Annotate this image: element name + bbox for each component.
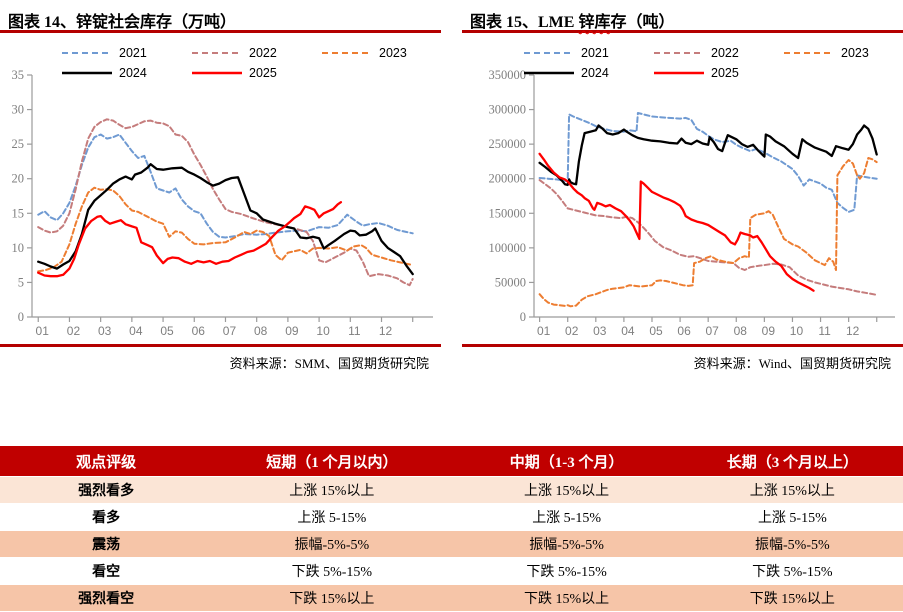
svg-text:02: 02 <box>565 324 579 338</box>
svg-text:07: 07 <box>223 324 237 338</box>
svg-text:10: 10 <box>790 324 804 338</box>
row-cell: 上涨 15%以上 <box>212 477 452 503</box>
svg-text:09: 09 <box>762 324 776 338</box>
svg-text:05: 05 <box>160 324 174 338</box>
svg-text:04: 04 <box>621 324 635 338</box>
svg-text:2025: 2025 <box>711 66 739 80</box>
svg-text:09: 09 <box>285 324 299 338</box>
red-rule-top <box>462 30 903 33</box>
red-rule-bottom <box>462 344 903 347</box>
svg-text:08: 08 <box>734 324 748 338</box>
row-label: 看多 <box>0 504 213 530</box>
svg-text:03: 03 <box>98 324 112 338</box>
svg-text:04: 04 <box>129 324 143 338</box>
header-mid-term: 中期（1-3 个月） <box>451 446 682 476</box>
svg-text:01: 01 <box>36 324 50 338</box>
svg-text:12: 12 <box>846 324 860 338</box>
row-cell: 下跌 15%以上 <box>451 585 682 611</box>
row-cell: 振幅-5%-5% <box>212 531 452 557</box>
figure-14-source: 资料来源：SMM、国贸期货研究院 <box>229 356 429 371</box>
figure-15-title-pre: 图表 15、LME <box>470 14 579 31</box>
svg-text:30: 30 <box>12 103 25 117</box>
lme-inventory-chart: 0 50000 100000 150000 200000 250000 300000 3500… <box>489 46 895 338</box>
row-cell: 上涨 15%以上 <box>451 477 682 503</box>
red-rule-top <box>0 30 441 33</box>
svg-text:08: 08 <box>254 324 268 338</box>
figures-row: 图表 14、锌锭社会库存（万吨） 0 5 10 15 20 25 30 35 01 02 03 04 0… <box>0 0 903 375</box>
rating-table: 观点评级 短期（1 个月以内） 中期（1-3 个月） 长期（3 个月以上） 强烈… <box>0 446 903 612</box>
svg-text:250000: 250000 <box>489 137 527 151</box>
svg-text:11: 11 <box>818 324 831 338</box>
figure-15-title: 图表 15、LME 锌库存（吨） <box>462 0 903 31</box>
row-cell: 上涨 5-15% <box>681 504 903 530</box>
svg-text:2023: 2023 <box>379 46 407 60</box>
row-label: 看空 <box>0 558 213 584</box>
svg-text:200000: 200000 <box>489 172 527 186</box>
header-short-term: 短期（1 个月以内） <box>212 446 452 476</box>
row-cell: 振幅-5%-5% <box>681 531 903 557</box>
table-row: 强烈看空 下跌 15%以上 下跌 15%以上 下跌 15%以上 <box>0 585 903 612</box>
svg-text:35: 35 <box>12 68 25 82</box>
row-cell: 上涨 15%以上 <box>681 477 903 503</box>
svg-text:2023: 2023 <box>841 46 869 60</box>
svg-text:2022: 2022 <box>711 46 739 60</box>
table-row: 看空 下跌 5%-15% 下跌 5%-15% 下跌 5%-15% <box>0 558 903 585</box>
svg-text:15: 15 <box>12 206 25 220</box>
figure-15-title-post: 存（吨） <box>610 14 675 31</box>
red-rule-bottom <box>0 344 441 347</box>
row-cell: 振幅-5%-5% <box>451 531 682 557</box>
figure-14-title: 图表 14、锌锭社会库存（万吨） <box>0 0 441 31</box>
row-label: 震荡 <box>0 531 213 557</box>
svg-text:12: 12 <box>379 324 393 338</box>
header-rating: 观点评级 <box>0 446 213 476</box>
svg-text:2021: 2021 <box>581 46 609 60</box>
svg-text:0: 0 <box>18 310 24 324</box>
svg-text:07: 07 <box>705 324 719 338</box>
row-label: 强烈看多 <box>0 477 213 503</box>
figure-15-lme-inventory: 图表 15、LME 锌库存（吨） 0 50000 100000 150000 20000… <box>462 0 903 375</box>
figure-15-title-wavy: 锌库 <box>578 14 611 31</box>
svg-text:05: 05 <box>649 324 663 338</box>
svg-text:2021: 2021 <box>119 46 147 60</box>
svg-text:2022: 2022 <box>249 46 277 60</box>
row-cell: 下跌 5%-15% <box>681 558 903 584</box>
svg-text:10: 10 <box>316 324 330 338</box>
svg-text:06: 06 <box>192 324 206 338</box>
row-cell: 下跌 5%-15% <box>212 558 452 584</box>
row-cell: 下跌 15%以上 <box>212 585 452 611</box>
figure-14-title-text: 图表 14、锌锭社会库存（万吨） <box>8 14 237 31</box>
figure-15-source: 资料来源：Wind、国贸期货研究院 <box>693 356 891 371</box>
svg-text:2024: 2024 <box>119 66 147 80</box>
svg-text:2024: 2024 <box>581 66 609 80</box>
svg-text:150000: 150000 <box>489 206 527 220</box>
svg-text:300000: 300000 <box>489 103 527 117</box>
row-cell: 上涨 5-15% <box>451 504 682 530</box>
svg-text:02: 02 <box>67 324 81 338</box>
svg-text:100000: 100000 <box>489 241 527 255</box>
svg-text:2025: 2025 <box>249 66 277 80</box>
table-row: 看多 上涨 5-15% 上涨 5-15% 上涨 5-15% <box>0 504 903 531</box>
svg-text:50000: 50000 <box>495 275 526 289</box>
table-row: 震荡 振幅-5%-5% 振幅-5%-5% 振幅-5%-5% <box>0 531 903 558</box>
row-label: 强烈看空 <box>0 585 213 611</box>
svg-text:10: 10 <box>12 241 25 255</box>
svg-text:0: 0 <box>520 310 526 324</box>
svg-text:11: 11 <box>348 324 361 338</box>
table-header-row: 观点评级 短期（1 个月以内） 中期（1-3 个月） 长期（3 个月以上） <box>0 446 903 477</box>
row-cell: 下跌 5%-15% <box>451 558 682 584</box>
svg-text:350000: 350000 <box>489 68 527 82</box>
header-long-term: 长期（3 个月以上） <box>681 446 903 476</box>
svg-text:25: 25 <box>12 137 25 151</box>
svg-text:03: 03 <box>593 324 607 338</box>
svg-text:20: 20 <box>12 172 25 186</box>
row-cell: 下跌 15%以上 <box>681 585 903 611</box>
row-cell: 上涨 5-15% <box>212 504 452 530</box>
table-row: 强烈看多 上涨 15%以上 上涨 15%以上 上涨 15%以上 <box>0 477 903 504</box>
svg-text:5: 5 <box>18 275 24 289</box>
svg-text:01: 01 <box>537 324 551 338</box>
figure-14-social-inventory: 图表 14、锌锭社会库存（万吨） 0 5 10 15 20 25 30 35 01 02 03 04 0… <box>0 0 441 375</box>
svg-text:06: 06 <box>677 324 691 338</box>
